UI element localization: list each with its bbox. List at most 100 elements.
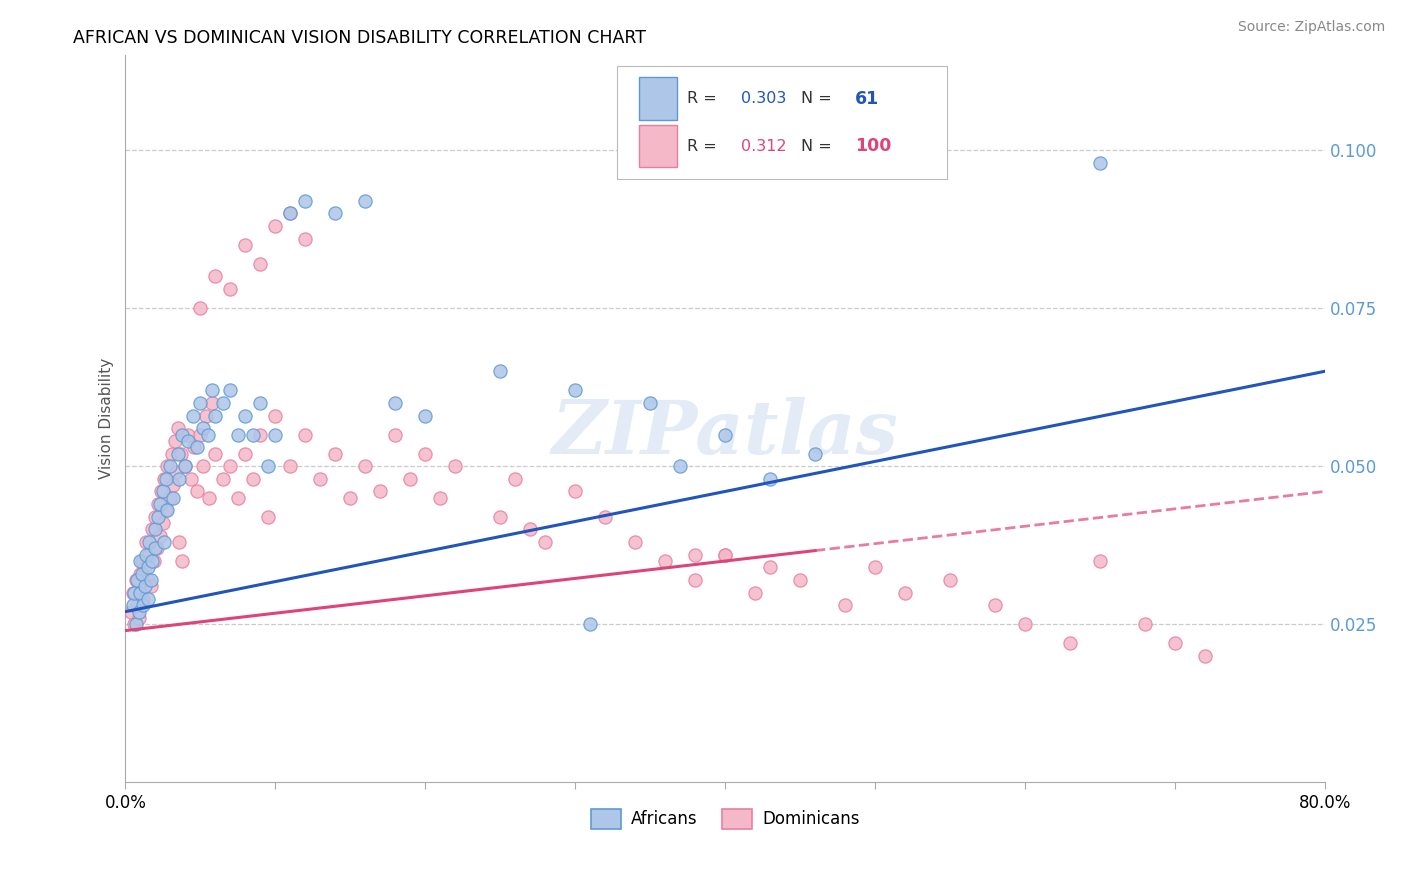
Point bbox=[132, 599, 155, 613]
Point bbox=[714, 548, 737, 562]
Legend: Africans, Dominicans: Africans, Dominicans bbox=[583, 802, 866, 836]
Point bbox=[654, 554, 676, 568]
Point bbox=[264, 427, 287, 442]
Point bbox=[180, 472, 202, 486]
Point bbox=[124, 585, 146, 599]
Point bbox=[138, 548, 160, 562]
Point bbox=[325, 206, 347, 220]
Point bbox=[148, 497, 170, 511]
Point bbox=[249, 396, 271, 410]
Point bbox=[155, 472, 177, 486]
Point bbox=[153, 535, 176, 549]
Point bbox=[127, 599, 149, 613]
Point bbox=[129, 554, 152, 568]
Point bbox=[177, 427, 200, 442]
Point bbox=[127, 573, 149, 587]
Text: N =: N = bbox=[800, 91, 837, 106]
Point bbox=[131, 554, 153, 568]
Point bbox=[257, 509, 280, 524]
Point bbox=[129, 585, 152, 599]
Point bbox=[264, 409, 287, 423]
Point bbox=[1088, 554, 1111, 568]
Point bbox=[167, 421, 190, 435]
Point bbox=[325, 446, 347, 460]
Point bbox=[399, 472, 422, 486]
Text: 0.303: 0.303 bbox=[741, 91, 786, 106]
Point bbox=[669, 459, 692, 474]
Point bbox=[384, 427, 406, 442]
Point bbox=[201, 384, 224, 398]
Point bbox=[198, 491, 221, 505]
Point bbox=[984, 599, 1007, 613]
Point bbox=[142, 554, 165, 568]
Point bbox=[134, 560, 156, 574]
Point bbox=[183, 440, 205, 454]
Point bbox=[156, 503, 179, 517]
Point bbox=[197, 427, 219, 442]
Point bbox=[167, 446, 190, 460]
Point bbox=[159, 459, 181, 474]
Point bbox=[219, 459, 242, 474]
Point bbox=[122, 599, 145, 613]
Point bbox=[201, 396, 224, 410]
Point bbox=[193, 459, 215, 474]
Point bbox=[413, 409, 436, 423]
Point bbox=[128, 605, 150, 619]
Point bbox=[204, 269, 226, 284]
Point bbox=[624, 535, 647, 549]
Point bbox=[136, 560, 159, 574]
Point bbox=[169, 535, 191, 549]
Point bbox=[593, 509, 616, 524]
Text: 100: 100 bbox=[855, 137, 891, 155]
Point bbox=[146, 541, 169, 556]
Point bbox=[122, 585, 145, 599]
Point bbox=[683, 573, 706, 587]
Point bbox=[190, 301, 212, 315]
Point bbox=[744, 585, 766, 599]
Point bbox=[172, 427, 194, 442]
Point bbox=[129, 585, 152, 599]
Point bbox=[219, 384, 242, 398]
Point bbox=[145, 509, 167, 524]
Point bbox=[204, 409, 226, 423]
Text: AFRICAN VS DOMINICAN VISION DISABILITY CORRELATION CHART: AFRICAN VS DOMINICAN VISION DISABILITY C… bbox=[73, 29, 647, 46]
Y-axis label: Vision Disability: Vision Disability bbox=[100, 358, 114, 479]
Point bbox=[138, 535, 160, 549]
Point bbox=[212, 396, 235, 410]
Point bbox=[136, 573, 159, 587]
Text: 61: 61 bbox=[855, 90, 879, 108]
Point bbox=[534, 535, 557, 549]
Point bbox=[489, 509, 512, 524]
Point bbox=[368, 484, 391, 499]
Point bbox=[135, 535, 157, 549]
Point bbox=[148, 509, 170, 524]
Point bbox=[193, 421, 215, 435]
Point bbox=[162, 491, 184, 505]
Point bbox=[155, 503, 177, 517]
Point bbox=[204, 446, 226, 460]
Point bbox=[181, 409, 204, 423]
Text: 0.312: 0.312 bbox=[741, 138, 786, 153]
Point bbox=[683, 548, 706, 562]
Point bbox=[145, 541, 167, 556]
Point bbox=[141, 554, 163, 568]
Point bbox=[354, 194, 377, 208]
Point bbox=[564, 484, 586, 499]
Point bbox=[413, 446, 436, 460]
Point bbox=[354, 459, 377, 474]
Point bbox=[294, 231, 316, 245]
Point bbox=[242, 427, 264, 442]
Point bbox=[759, 472, 782, 486]
Point bbox=[280, 206, 302, 220]
Point bbox=[195, 409, 218, 423]
Point bbox=[149, 497, 172, 511]
Point bbox=[235, 237, 257, 252]
Text: R =: R = bbox=[686, 91, 721, 106]
Point bbox=[152, 484, 174, 499]
Text: ZIPatlas: ZIPatlas bbox=[551, 397, 898, 469]
Point bbox=[714, 427, 737, 442]
Point bbox=[219, 282, 242, 296]
Point bbox=[153, 472, 176, 486]
Point bbox=[177, 434, 200, 448]
Point bbox=[152, 516, 174, 530]
